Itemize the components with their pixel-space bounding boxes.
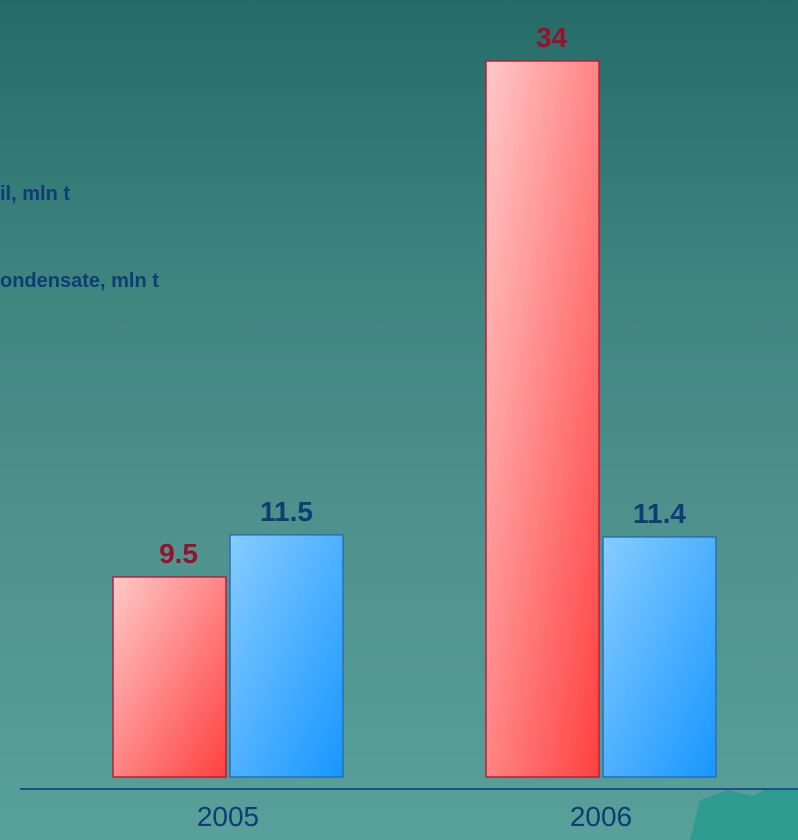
bar-s0-2005 (112, 576, 227, 778)
bar-s1-2005 (229, 534, 344, 778)
bar-s1-2006 (602, 536, 717, 778)
data-label-s0-2006: 34 (536, 22, 568, 53)
x-tick-label-2005: 2005 (197, 801, 259, 832)
legend-label-condensate: ondensate, mln t (0, 270, 159, 292)
decorative-shape (690, 788, 798, 840)
legend-label-oil: il, mln t (0, 183, 70, 205)
data-label-s1-2006: 11.4 (633, 498, 686, 529)
bars-group: 9.5 11.5 34 11.4 (112, 22, 717, 778)
data-label-s1-2005: 11.5 (260, 496, 313, 527)
x-tick-label-2006: 2006 (570, 801, 632, 832)
bar-s0-2006 (485, 60, 600, 778)
data-label-s0-2005: 9.5 (159, 538, 198, 569)
